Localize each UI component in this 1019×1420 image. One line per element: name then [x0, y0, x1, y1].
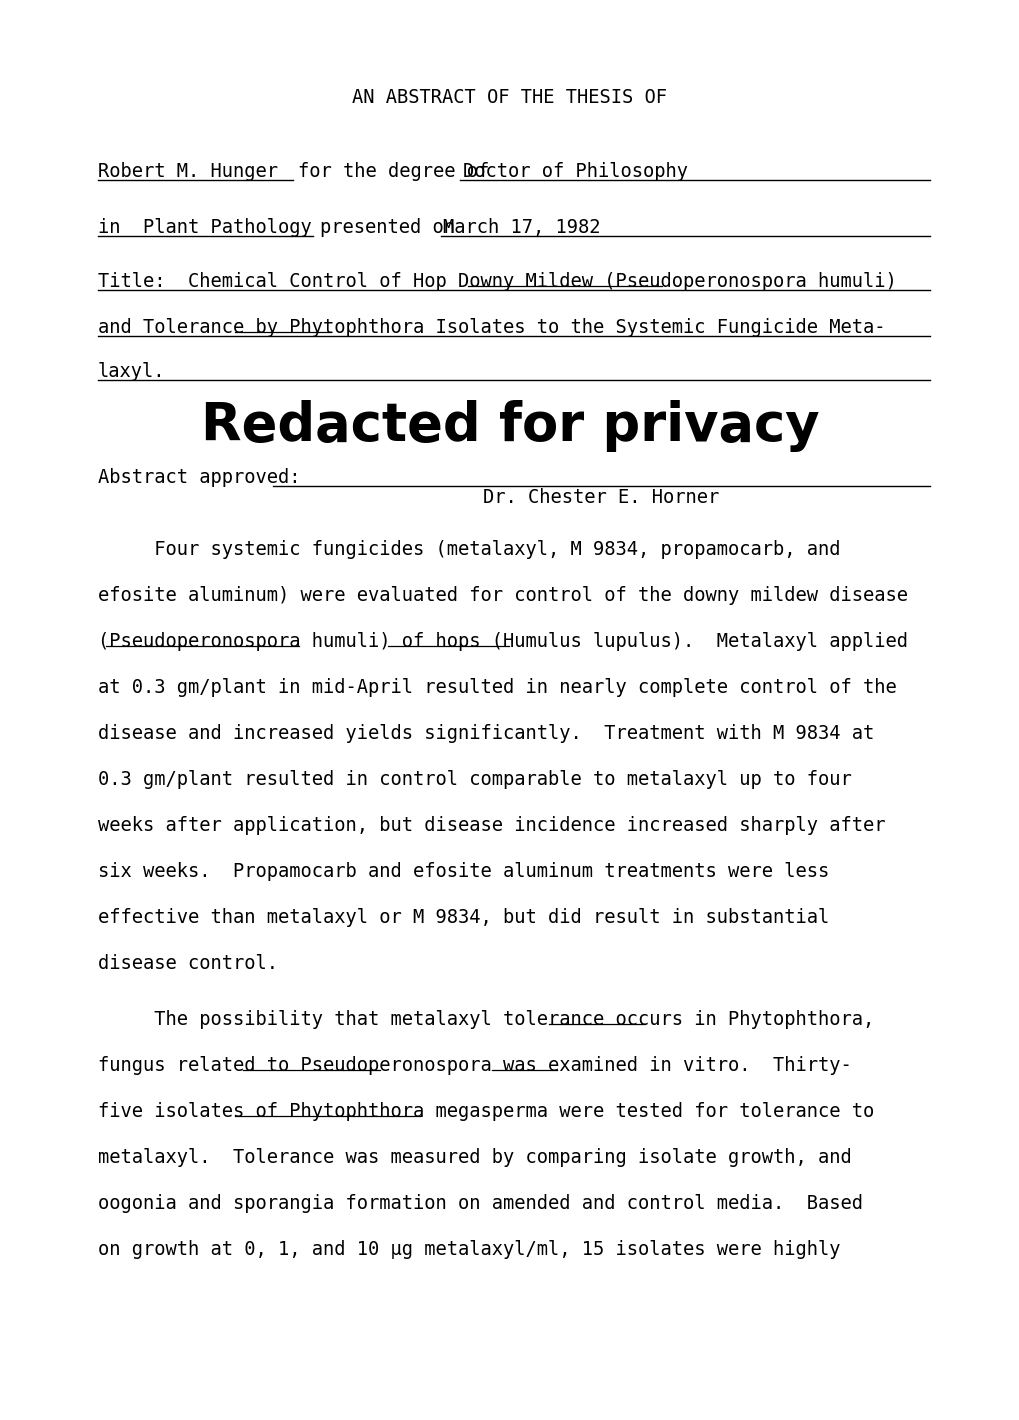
Text: Abstract approved:: Abstract approved:: [98, 469, 301, 487]
Text: Four systemic fungicides (metalaxyl, M 9834, propamocarb, and: Four systemic fungicides (metalaxyl, M 9…: [98, 540, 840, 559]
Text: Dr. Chester E. Horner: Dr. Chester E. Horner: [482, 488, 718, 507]
Text: Doctor of Philosophy: Doctor of Philosophy: [463, 162, 688, 180]
Text: fungus related to Pseudoperonospora was examined in vitro.  Thirty-: fungus related to Pseudoperonospora was …: [98, 1056, 851, 1075]
Text: Redacted for privacy: Redacted for privacy: [201, 400, 818, 452]
Text: on growth at 0, 1, and 10 μg metalaxyl/ml, 15 isolates were highly: on growth at 0, 1, and 10 μg metalaxyl/m…: [98, 1240, 840, 1260]
Text: efosite aluminum) were evaluated for control of the downy mildew disease: efosite aluminum) were evaluated for con…: [98, 586, 907, 605]
Text: oogonia and sporangia formation on amended and control media.  Based: oogonia and sporangia formation on amend…: [98, 1194, 862, 1213]
Text: 0.3 gm/plant resulted in control comparable to metalaxyl up to four: 0.3 gm/plant resulted in control compara…: [98, 770, 851, 790]
Text: (Pseudoperonospora humuli) of hops (Humulus lupulus).  Metalaxyl applied: (Pseudoperonospora humuli) of hops (Humu…: [98, 632, 907, 650]
Text: presented on: presented on: [320, 219, 454, 237]
Text: at 0.3 gm/plant in mid-April resulted in nearly complete control of the: at 0.3 gm/plant in mid-April resulted in…: [98, 677, 896, 697]
Text: laxyl.: laxyl.: [98, 362, 165, 381]
Text: Title:  Chemical Control of Hop Downy Mildew (Pseudoperonospora humuli): Title: Chemical Control of Hop Downy Mil…: [98, 273, 896, 291]
Text: March 17, 1982: March 17, 1982: [442, 219, 600, 237]
Text: metalaxyl.  Tolerance was measured by comparing isolate growth, and: metalaxyl. Tolerance was measured by com…: [98, 1147, 851, 1167]
Text: five isolates of Phytophthora megasperma were tested for tolerance to: five isolates of Phytophthora megasperma…: [98, 1102, 873, 1120]
Text: The possibility that metalaxyl tolerance occurs in Phytophthora,: The possibility that metalaxyl tolerance…: [98, 1010, 873, 1030]
Text: six weeks.  Propamocarb and efosite aluminum treatments were less: six weeks. Propamocarb and efosite alumi…: [98, 862, 828, 880]
Text: Robert M. Hunger: Robert M. Hunger: [98, 162, 278, 180]
Text: AN ABSTRACT OF THE THESIS OF: AN ABSTRACT OF THE THESIS OF: [353, 88, 666, 106]
Text: disease and increased yields significantly.  Treatment with M 9834 at: disease and increased yields significant…: [98, 724, 873, 743]
Text: weeks after application, but disease incidence increased sharply after: weeks after application, but disease inc…: [98, 816, 884, 835]
Text: in  Plant Pathology: in Plant Pathology: [98, 219, 312, 237]
Text: disease control.: disease control.: [98, 954, 278, 973]
Text: and Tolerance by Phytophthora Isolates to the Systemic Fungicide Meta-: and Tolerance by Phytophthora Isolates t…: [98, 318, 884, 337]
Text: effective than metalaxyl or M 9834, but did result in substantial: effective than metalaxyl or M 9834, but …: [98, 907, 828, 927]
Text: for the degree of: for the degree of: [298, 162, 489, 180]
